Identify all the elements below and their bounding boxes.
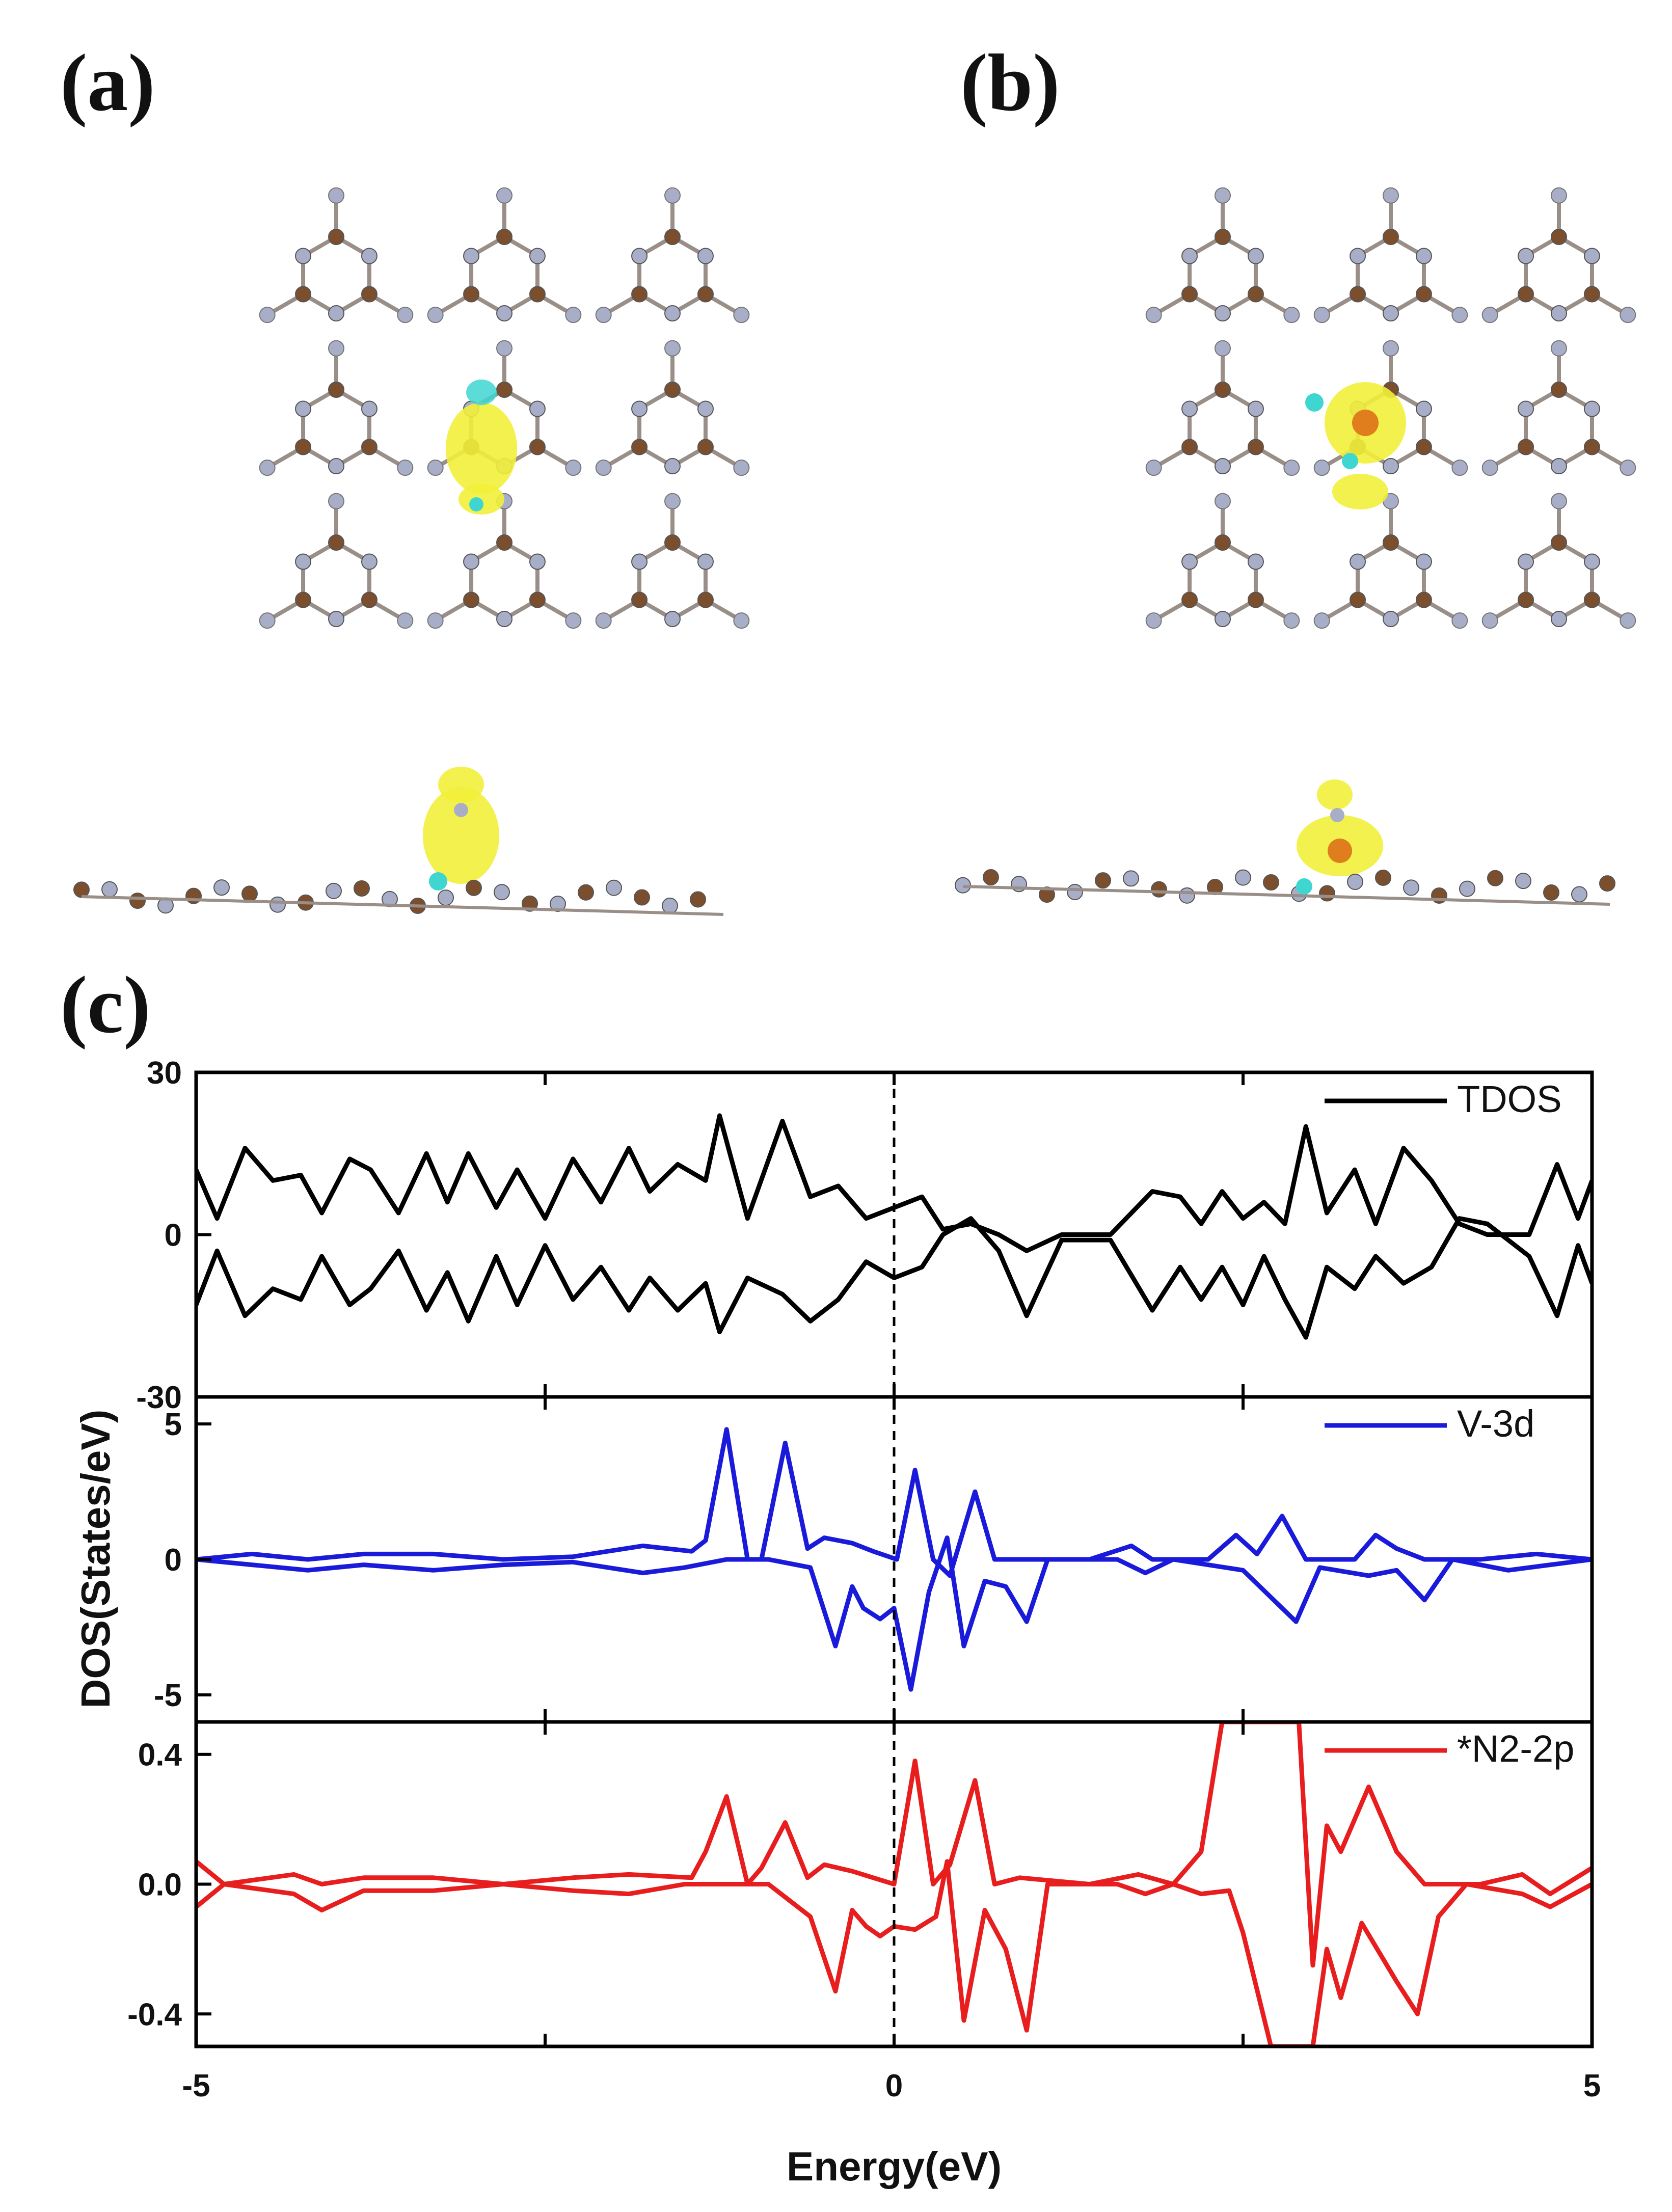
y-tick-label: 30 [147, 1056, 182, 1091]
series-n22p-spin-up [196, 1722, 1592, 1968]
subplot-frame [194, 1070, 1594, 1399]
legend-label: TDOS [1457, 1078, 1562, 1120]
series-v3d-spin-down [196, 1535, 1592, 1692]
y-tick-label: -0.4 [127, 1997, 182, 2032]
x-axis-label: Energy(eV) [787, 2144, 1002, 2189]
series-tdos-spin-down [196, 1216, 1592, 1340]
panel-label-c: (c) [60, 959, 151, 1050]
legend-label: V-3d [1457, 1402, 1534, 1445]
structure-b-top-view [1145, 187, 1636, 629]
x-tick-label: 0 [885, 2068, 903, 2103]
series-v3d-spin-up [196, 1427, 1592, 1578]
y-tick-label: 0.0 [138, 1868, 182, 1903]
y-tick-label: 0.4 [138, 1738, 182, 1773]
y-tick-label: -30 [136, 1380, 182, 1415]
y-tick-label: 0 [165, 1543, 182, 1578]
y-tick-label: -5 [154, 1678, 182, 1713]
structure-b-side-view [955, 779, 1615, 906]
y-tick-label: 5 [165, 1407, 182, 1442]
series-tdos-spin-up [196, 1113, 1592, 1253]
x-tick-label: 5 [1583, 2068, 1601, 2103]
panel-label-a: (a) [60, 37, 155, 128]
subplot-frame [194, 1720, 1594, 2048]
series-n22p-spin-down [196, 1859, 1592, 2046]
structure-a-side-view [73, 767, 724, 916]
y-axis-label: DOS(States/eV) [73, 1410, 118, 1709]
molecular-structures [73, 187, 1636, 916]
legend-label: *N2-2p [1457, 1728, 1574, 1770]
y-tick-label: 0 [165, 1218, 182, 1253]
panel-label-b: (b) [960, 37, 1060, 128]
structure-a-top-view [259, 187, 750, 629]
subplot-frame [194, 1395, 1594, 1724]
x-tick-label: -5 [182, 2068, 210, 2103]
